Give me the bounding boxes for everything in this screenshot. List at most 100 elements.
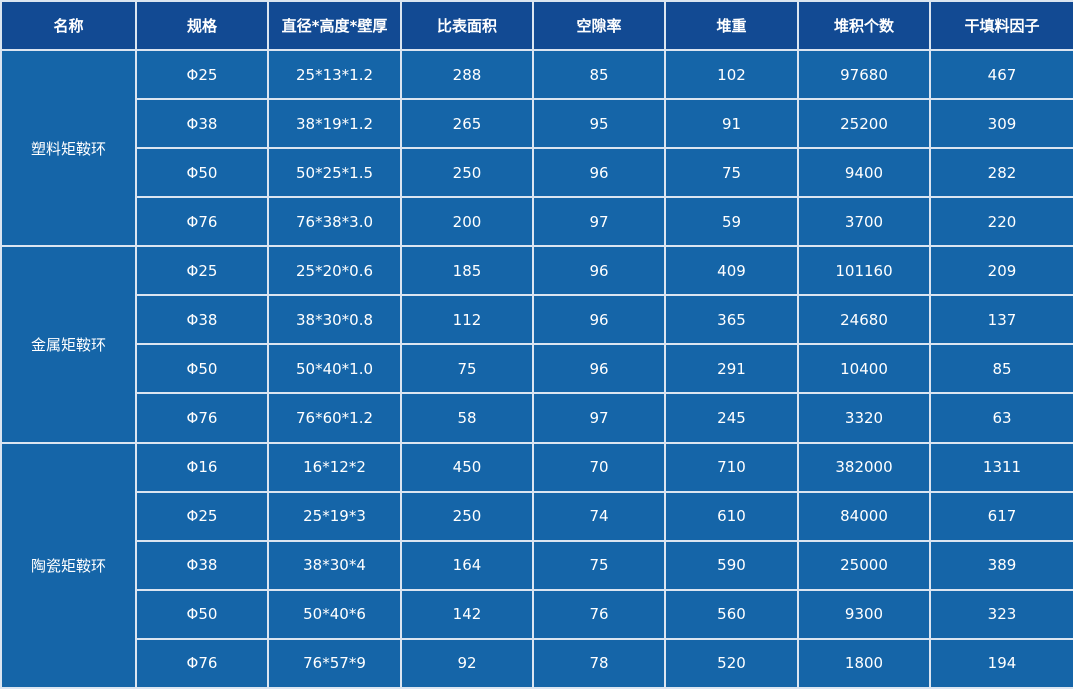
table-cell: 75 — [532, 539, 666, 591]
table-cell: 38*30*4 — [267, 539, 402, 591]
table-cell: 3320 — [797, 392, 931, 444]
column-header: 名称 — [0, 0, 137, 51]
table-cell: Φ25 — [135, 245, 269, 297]
table-cell: 50*40*1.0 — [267, 343, 402, 395]
table-cell: 84000 — [797, 490, 931, 542]
table-cell: 389 — [929, 539, 1073, 591]
table-cell: 76*57*9 — [267, 637, 402, 689]
table-row: Φ76 76*38*3.0 200 97 59 3700 220 — [1, 196, 1073, 248]
table-cell: 97 — [532, 196, 666, 248]
column-header: 直径*高度*壁厚 — [267, 0, 402, 51]
table-cell: 97 — [532, 392, 666, 444]
table-cell: 96 — [532, 343, 666, 395]
table-cell: 382000 — [797, 441, 931, 493]
table-cell: 50*25*1.5 — [267, 147, 402, 199]
table-cell: 91 — [664, 98, 799, 150]
table-cell: 1311 — [929, 441, 1073, 493]
table-cell: 265 — [400, 98, 534, 150]
table-cell: 25*19*3 — [267, 490, 402, 542]
column-header: 空隙率 — [532, 0, 666, 51]
table-cell: 25000 — [797, 539, 931, 591]
table-cell: 50*40*6 — [267, 588, 402, 640]
table-cell: 97680 — [797, 48, 931, 101]
table-cell: 9400 — [797, 147, 931, 199]
column-header: 堆积个数 — [797, 0, 931, 51]
table-cell: 96 — [532, 245, 666, 297]
table-cell: 38*30*0.8 — [267, 294, 402, 346]
table-cell: 220 — [929, 196, 1073, 248]
table-cell: 9300 — [797, 588, 931, 640]
column-header: 比表面积 — [400, 0, 534, 51]
table-cell: Φ50 — [135, 588, 269, 640]
table-cell: 96 — [532, 147, 666, 199]
table-row: Φ50 50*40*6 142 76 560 9300 323 — [1, 588, 1073, 640]
table-cell: Φ76 — [135, 196, 269, 248]
table-cell: 309 — [929, 98, 1073, 150]
table-cell: 76*38*3.0 — [267, 196, 402, 248]
table-cell: 467 — [929, 48, 1073, 101]
table-cell: 75 — [664, 147, 799, 199]
table-row: Φ25 25*19*3 250 74 610 84000 617 — [1, 490, 1073, 542]
table-cell: 520 — [664, 637, 799, 689]
table-cell: 101160 — [797, 245, 931, 297]
table-cell: 590 — [664, 539, 799, 591]
table-cell: 74 — [532, 490, 666, 542]
table-cell: 323 — [929, 588, 1073, 640]
table-cell: 25200 — [797, 98, 931, 150]
table-cell: 142 — [400, 588, 534, 640]
table-cell: 102 — [664, 48, 799, 101]
table-cell: Φ25 — [135, 490, 269, 542]
table-cell: 85 — [532, 48, 666, 101]
table-cell: 38*19*1.2 — [267, 98, 402, 150]
table-row: Φ38 38*19*1.2 265 95 91 25200 309 — [1, 98, 1073, 150]
table-cell: 76*60*1.2 — [267, 392, 402, 444]
table-cell: 710 — [664, 441, 799, 493]
table-cell: Φ16 — [135, 441, 269, 493]
table-cell: 409 — [664, 245, 799, 297]
category-cell: 陶瓷矩鞍环 — [0, 441, 137, 689]
table-cell: 16*12*2 — [267, 441, 402, 493]
table-cell: 10400 — [797, 343, 931, 395]
table-cell: 92 — [400, 637, 534, 689]
table-cell: Φ38 — [135, 294, 269, 346]
table-row: 塑料矩鞍环 Φ25 25*13*1.2 288 85 102 97680 467 — [0, 48, 1073, 248]
table-cell: Φ38 — [135, 98, 269, 150]
category-cell: 金属矩鞍环 — [0, 245, 137, 444]
table-cell: 78 — [532, 637, 666, 689]
column-header: 规格 — [135, 0, 269, 51]
table-cell: 194 — [929, 637, 1073, 689]
table-cell: 70 — [532, 441, 666, 493]
table-cell: 75 — [400, 343, 534, 395]
table-cell: 25*20*0.6 — [267, 245, 402, 297]
table-cell: Φ76 — [135, 392, 269, 444]
table-cell: 76 — [532, 588, 666, 640]
table-cell: 450 — [400, 441, 534, 493]
table-cell: 25*13*1.2 — [267, 48, 402, 101]
table-cell: Φ50 — [135, 343, 269, 395]
table-cell: 560 — [664, 588, 799, 640]
table-cell: 58 — [400, 392, 534, 444]
table-cell: Φ50 — [135, 147, 269, 199]
column-header: 堆重 — [664, 0, 799, 51]
table-row: Φ38 38*30*4 164 75 590 25000 389 — [1, 539, 1073, 591]
table-row: Φ50 50*40*1.0 75 96 291 10400 85 — [1, 343, 1073, 395]
column-header: 干填料因子 — [929, 0, 1073, 51]
table-cell: 3700 — [797, 196, 931, 248]
table-cell: 96 — [532, 294, 666, 346]
header-row: 名称 规格 直径*高度*壁厚 比表面积 空隙率 堆重 堆积个数 干填料因子 — [0, 0, 1073, 51]
table-cell: 24680 — [797, 294, 931, 346]
table-row: 金属矩鞍环 Φ25 25*20*0.6 185 96 409 101160 209 — [0, 245, 1073, 444]
table-cell: 63 — [929, 392, 1073, 444]
table-cell: 185 — [400, 245, 534, 297]
table-cell: Φ38 — [135, 539, 269, 591]
table-cell: 85 — [929, 343, 1073, 395]
table-cell: 200 — [400, 196, 534, 248]
table-cell: 617 — [929, 490, 1073, 542]
table-cell: 112 — [400, 294, 534, 346]
table-cell: 245 — [664, 392, 799, 444]
table-cell: 164 — [400, 539, 534, 591]
table-row: Φ76 76*60*1.2 58 97 245 3320 63 — [1, 392, 1073, 444]
table-cell: 610 — [664, 490, 799, 542]
table-cell: 250 — [400, 490, 534, 542]
